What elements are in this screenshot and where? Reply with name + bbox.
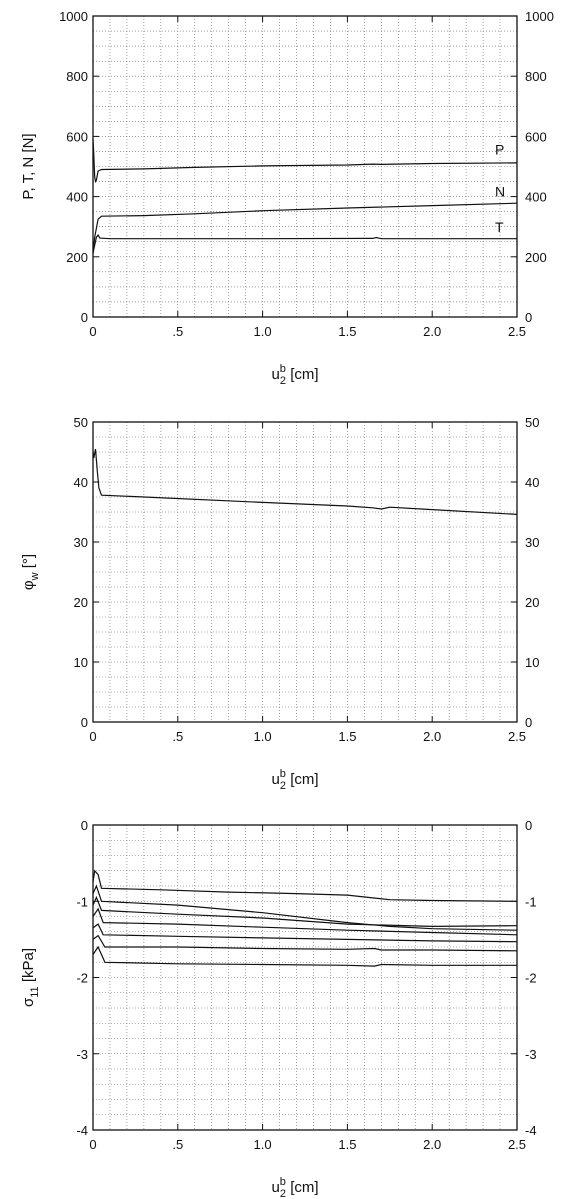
x-tick-label: 1.0: [254, 729, 272, 744]
x-tick-label: .5: [172, 324, 183, 339]
y-tick-label-right: 30: [525, 535, 539, 550]
x-tick-label: 2.5: [508, 729, 526, 744]
x-tick-label: 1.5: [338, 729, 356, 744]
y-tick-label-right: 40: [525, 475, 539, 490]
y-tick-label: 600: [66, 129, 88, 144]
y-tick-label-right: 600: [525, 129, 547, 144]
series-line-p: [92, 139, 518, 184]
series-line-1: [92, 869, 518, 902]
x-tick-label: 1.0: [254, 1137, 272, 1152]
y-tick-label: 50: [74, 415, 88, 430]
plot-frame: [92, 421, 518, 723]
chart-3: 0 .5 1.0 1.5 2.0 2.5 0 0 -1 -1 -2 -2 -3 -3 -4 -4 ub 2 [cm…: [20, 818, 537, 1199]
y-tick-label-right: 400: [525, 190, 547, 205]
y-tick-label-right: 0: [525, 310, 532, 325]
x-tick-label: 1.5: [338, 1137, 356, 1152]
y-tick-label-right: -3: [525, 1047, 537, 1062]
plot-frame: [92, 15, 518, 318]
grid: [93, 422, 517, 722]
y-tick-label-right: -2: [525, 971, 537, 986]
series-label-n: N: [495, 184, 505, 200]
y-tick-label: 10: [74, 655, 88, 670]
y-tick-label: 1000: [59, 9, 88, 24]
series-line-3: [92, 895, 518, 928]
y-tick-label-right: 800: [525, 69, 547, 84]
y-tick-label: -1: [76, 894, 88, 909]
y-tick-label-right: -4: [525, 1123, 537, 1138]
series-line-6: [92, 934, 518, 952]
x-axis-label: ub 2 [cm]: [271, 1176, 318, 1199]
y-tick-label-right: 10: [525, 655, 539, 670]
y-tick-label-right: -1: [525, 894, 537, 909]
y-tick-label-right: 20: [525, 595, 539, 610]
y-tick-label-right: 50: [525, 415, 539, 430]
y-tick-label-right: 200: [525, 250, 547, 265]
x-tick-label: 0: [89, 1137, 96, 1152]
grid: [93, 825, 517, 1130]
y-tick-label: 20: [74, 595, 88, 610]
series-label-t: T: [495, 219, 504, 235]
x-tick-label: 2.0: [423, 324, 441, 339]
y-tick-label-right: 0: [525, 818, 532, 833]
y-tick-label: -4: [76, 1123, 88, 1138]
y-axis-label: φw [°]: [20, 554, 41, 590]
y-tick-label-right: 1000: [525, 9, 554, 24]
x-tick-label: 2.0: [423, 729, 441, 744]
y-tick-label: 200: [66, 250, 88, 265]
x-axis-label: ub 2 [cm]: [271, 363, 318, 387]
series-line-2: [92, 884, 518, 931]
y-tick-label: 40: [74, 475, 88, 490]
x-tick-label: 0: [89, 729, 96, 744]
x-tick-label: .5: [172, 729, 183, 744]
y-tick-label: 30: [74, 535, 88, 550]
y-axis-label: σ11 [kPa]: [20, 948, 41, 1007]
series-line-t: [92, 234, 517, 254]
series-line-5: [92, 923, 518, 943]
y-tick-label: 0: [81, 310, 88, 325]
x-tick-label: 2.5: [508, 1137, 526, 1152]
series-line-n: [92, 202, 518, 251]
series-line-4: [92, 907, 518, 936]
series-line-7: [92, 945, 517, 967]
y-tick-label: -3: [76, 1047, 88, 1062]
x-tick-label: 1.5: [338, 324, 356, 339]
y-tick-label-right: 0: [525, 715, 532, 730]
x-tick-label: 2.0: [423, 1137, 441, 1152]
series-line-1: [92, 448, 518, 515]
x-tick-label: 0: [89, 324, 96, 339]
grid: [93, 16, 517, 317]
y-tick-label: 0: [81, 715, 88, 730]
x-tick-label: 2.5: [508, 324, 526, 339]
y-tick-label: -2: [76, 971, 88, 986]
series-label-p: P: [495, 141, 504, 157]
y-tick-label: 400: [66, 190, 88, 205]
y-tick-label: 0: [81, 818, 88, 833]
x-axis-label: ub 2 [cm]: [271, 768, 318, 792]
x-tick-label: .5: [172, 1137, 183, 1152]
x-tick-label: 1.0: [254, 324, 272, 339]
y-tick-label: 800: [66, 69, 88, 84]
y-axis-label: P, T, N [N]: [20, 133, 37, 199]
